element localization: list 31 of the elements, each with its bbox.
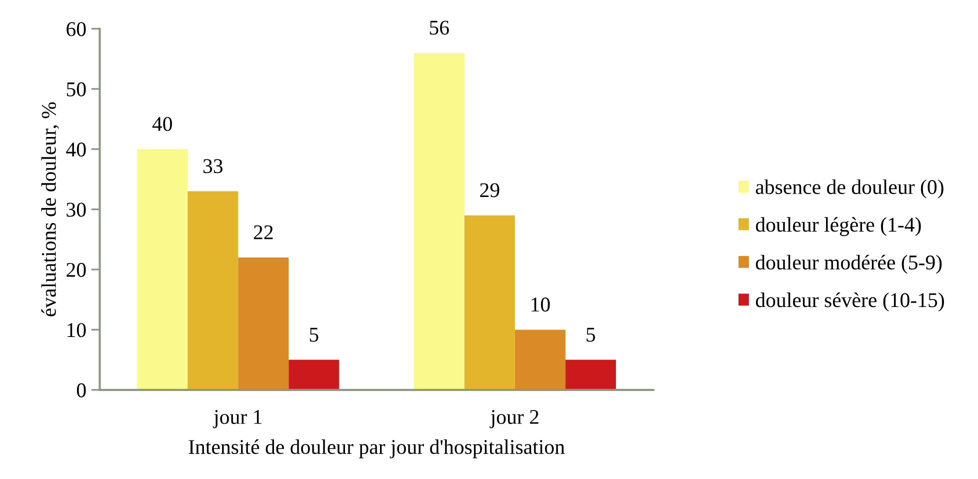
y-tick-label: 60 (66, 22, 86, 36)
bar (514, 330, 566, 390)
data-label: 10 (532, 298, 550, 312)
legend-label: douleur modérée (5-9) (756, 254, 942, 274)
data-label: 5 (586, 328, 596, 342)
legend-label: douleur légère (1-4) (756, 217, 921, 236)
data-label: 56 (430, 20, 449, 35)
legend-label: absence de douleur (0) (756, 179, 944, 198)
y-tick-label: 40 (66, 142, 86, 157)
x-tick-label: jour 2 (490, 410, 538, 428)
x-axis-title: Intensité de douleur par jour d'hospitalisation (188, 439, 565, 458)
bar (565, 360, 616, 390)
y-tick-label: 50 (66, 82, 86, 96)
y-axis-title: évaluations de douleur, % (41, 102, 59, 316)
y-tick-label: 0 (76, 383, 86, 398)
data-label: 40 (152, 116, 172, 132)
y-tick-label: 30 (66, 202, 86, 217)
data-label: 33 (203, 159, 222, 174)
legend-label: douleur sévère (10-15) (756, 292, 944, 312)
x-tick-label: jour 1 (212, 410, 262, 428)
bar (137, 149, 188, 390)
bar (188, 191, 238, 390)
y-tick-label: 10 (68, 323, 86, 338)
data-label: 5 (310, 328, 318, 342)
bar (414, 52, 464, 390)
bar (288, 360, 340, 390)
data-label: 22 (254, 225, 273, 240)
y-tick-label: 20 (66, 262, 86, 277)
bar (464, 215, 515, 390)
bar (238, 257, 289, 390)
data-label: 29 (480, 183, 500, 198)
